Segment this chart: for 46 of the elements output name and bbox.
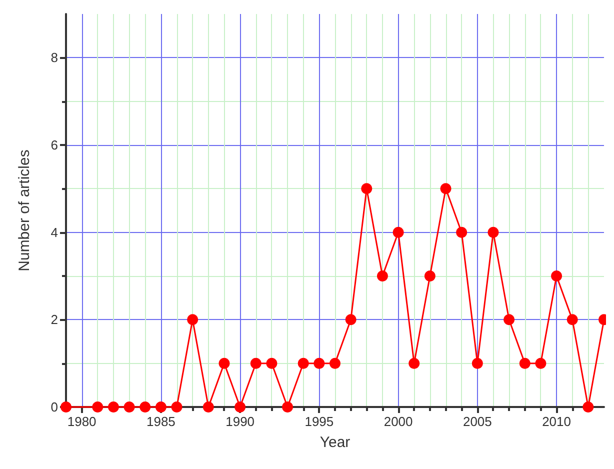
x-tick-label: 1990 xyxy=(226,414,255,429)
point xyxy=(504,314,515,326)
point xyxy=(551,270,562,282)
x-axis-title: Year xyxy=(320,434,350,451)
point xyxy=(376,270,388,282)
point xyxy=(519,358,530,369)
x-tick-label: 2005 xyxy=(462,414,492,429)
x-tick-label: 1980 xyxy=(67,414,96,429)
x-tick-label: 1985 xyxy=(146,414,176,429)
point xyxy=(218,358,230,369)
point xyxy=(140,402,151,412)
point xyxy=(488,226,499,238)
point xyxy=(392,226,404,238)
point xyxy=(108,402,119,412)
point xyxy=(361,183,372,194)
x-tick-label: 2010 xyxy=(542,414,571,429)
x-tick-label: 1995 xyxy=(304,414,334,429)
y-tick-label: 6 xyxy=(50,138,58,152)
point xyxy=(187,314,198,326)
point xyxy=(202,402,214,412)
y-tick-label: 8 xyxy=(50,50,58,66)
point xyxy=(124,402,135,412)
point xyxy=(456,226,468,238)
point xyxy=(330,358,340,369)
y-tick-label: 2 xyxy=(50,312,58,328)
point xyxy=(298,358,309,369)
y-axis-title: Number of articles xyxy=(16,150,33,272)
y-tick-label: 4 xyxy=(50,224,58,240)
point xyxy=(282,402,294,412)
point xyxy=(266,358,278,369)
point xyxy=(424,270,436,282)
point xyxy=(566,314,578,326)
point xyxy=(582,402,594,412)
x-tick-label: 2000 xyxy=(384,414,413,429)
point xyxy=(472,358,483,369)
point xyxy=(155,402,166,412)
point xyxy=(314,358,325,369)
point xyxy=(92,402,104,412)
point xyxy=(408,358,420,369)
point xyxy=(345,314,356,326)
point xyxy=(250,358,262,369)
point xyxy=(535,358,546,369)
point xyxy=(234,402,246,412)
point xyxy=(440,183,452,194)
point xyxy=(171,402,182,412)
y-tick-label: 0 xyxy=(50,400,58,414)
